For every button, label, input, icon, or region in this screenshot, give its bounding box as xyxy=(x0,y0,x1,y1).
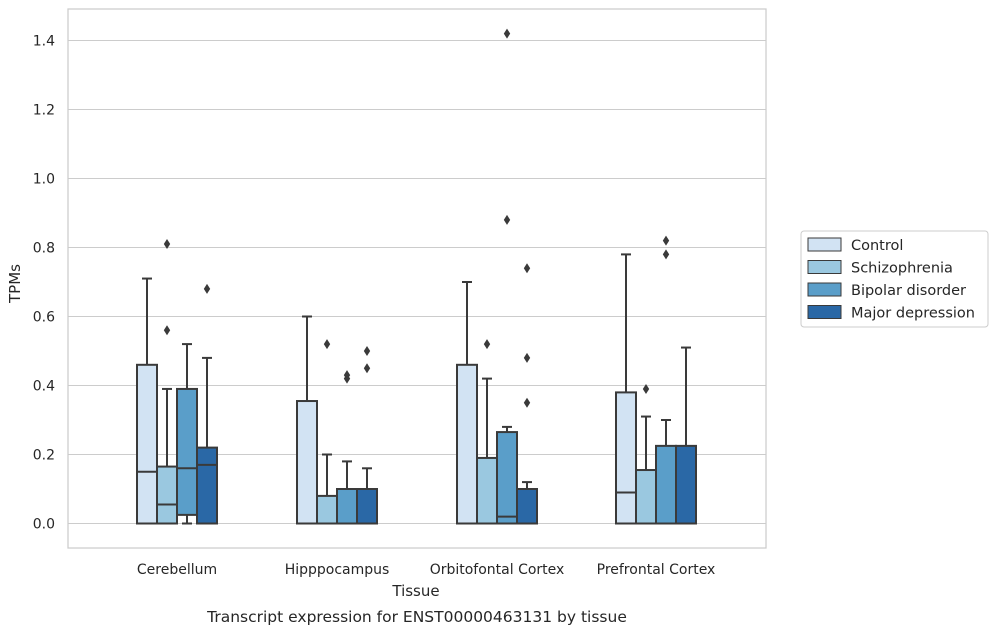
box xyxy=(156,239,178,525)
outlier-point xyxy=(523,397,531,408)
outlier-point xyxy=(523,352,531,363)
box-body xyxy=(496,431,518,525)
box-body xyxy=(675,444,697,525)
box xyxy=(196,283,218,525)
legend-label: Control xyxy=(851,238,903,254)
box xyxy=(456,281,478,525)
x-tick-label: Hipppocampus xyxy=(285,562,390,578)
x-tick-label: Cerebellum xyxy=(137,562,217,578)
legend: Control Schizophrenia Bipolar disorder Majo… xyxy=(800,230,989,328)
box xyxy=(136,277,158,525)
box-body xyxy=(296,400,318,525)
box-body xyxy=(196,446,218,525)
outlier-point xyxy=(503,28,511,39)
outlier-point xyxy=(483,339,491,350)
box xyxy=(176,343,198,525)
box xyxy=(316,339,338,525)
y-tick-label: 1.2 xyxy=(33,103,55,119)
box-plot-series xyxy=(136,28,697,525)
series-bipolar-disorder xyxy=(176,28,677,525)
chart-caption: Transcript expression for ENST0000046313… xyxy=(206,608,627,626)
x-axis-ticks: Cerebellum Hipppocampus Orbitofontal Corte… xyxy=(137,562,715,578)
outlier-point xyxy=(662,235,670,246)
box xyxy=(655,235,677,525)
y-tick-label: 0.0 xyxy=(33,517,55,533)
outlier-point xyxy=(363,346,371,356)
box-body xyxy=(136,363,158,525)
y-tick-label: 1.4 xyxy=(33,34,55,50)
legend-label: Schizophrenia xyxy=(851,261,953,277)
outlier-point xyxy=(662,249,670,260)
y-tick-label: 1.0 xyxy=(33,172,55,188)
box xyxy=(296,315,318,525)
outlier-point xyxy=(503,214,511,225)
legend-swatch xyxy=(807,237,842,252)
x-tick-label: Prefrontal Cortex xyxy=(597,562,716,578)
legend-swatch xyxy=(807,282,842,297)
box-body xyxy=(176,387,198,516)
box-body xyxy=(456,363,478,525)
outlier-point xyxy=(163,325,171,336)
box-body xyxy=(516,488,538,525)
series-schizophrenia xyxy=(156,239,657,525)
legend-swatch xyxy=(807,260,842,274)
box xyxy=(336,370,358,525)
outlier-point xyxy=(642,383,650,394)
outlier-point xyxy=(163,239,171,250)
series-major-depression xyxy=(196,263,697,525)
box-body xyxy=(655,444,677,525)
outlier-point xyxy=(203,283,211,294)
legend-label: Major depression xyxy=(851,306,975,322)
box xyxy=(615,253,637,525)
plot-area-frame xyxy=(67,8,767,549)
box xyxy=(635,383,657,525)
box xyxy=(516,263,538,525)
x-axis-label: Tissue xyxy=(391,582,439,600)
box xyxy=(356,346,378,525)
y-tick-label: 0.6 xyxy=(33,310,55,326)
y-tick-label: 0.8 xyxy=(33,241,55,257)
y-tick-label: 0.2 xyxy=(33,448,55,464)
y-axis-label: TPMs xyxy=(6,264,24,304)
series-control xyxy=(136,253,637,525)
x-tick-label: Orbitofontal Cortex xyxy=(430,562,565,578)
box-body xyxy=(316,494,338,525)
box-body xyxy=(336,488,358,525)
outlier-point xyxy=(343,370,351,381)
box-body xyxy=(615,391,637,525)
box-body xyxy=(635,469,657,525)
box-body xyxy=(356,488,378,525)
outlier-point xyxy=(363,363,371,374)
y-tick-label: 0.4 xyxy=(33,379,55,395)
box-body xyxy=(156,465,178,525)
box xyxy=(675,346,697,525)
outlier-point xyxy=(323,339,331,350)
legend-frame xyxy=(800,230,989,328)
box-body xyxy=(476,456,498,525)
box xyxy=(476,339,498,525)
y-axis-ticks: 0.0 0.2 0.4 0.6 0.8 1.0 1.2 1.4 xyxy=(33,34,55,533)
outlier-point xyxy=(523,263,531,274)
legend-label: Bipolar disorder xyxy=(851,283,966,299)
box xyxy=(496,28,518,525)
legend-swatch xyxy=(807,305,842,319)
